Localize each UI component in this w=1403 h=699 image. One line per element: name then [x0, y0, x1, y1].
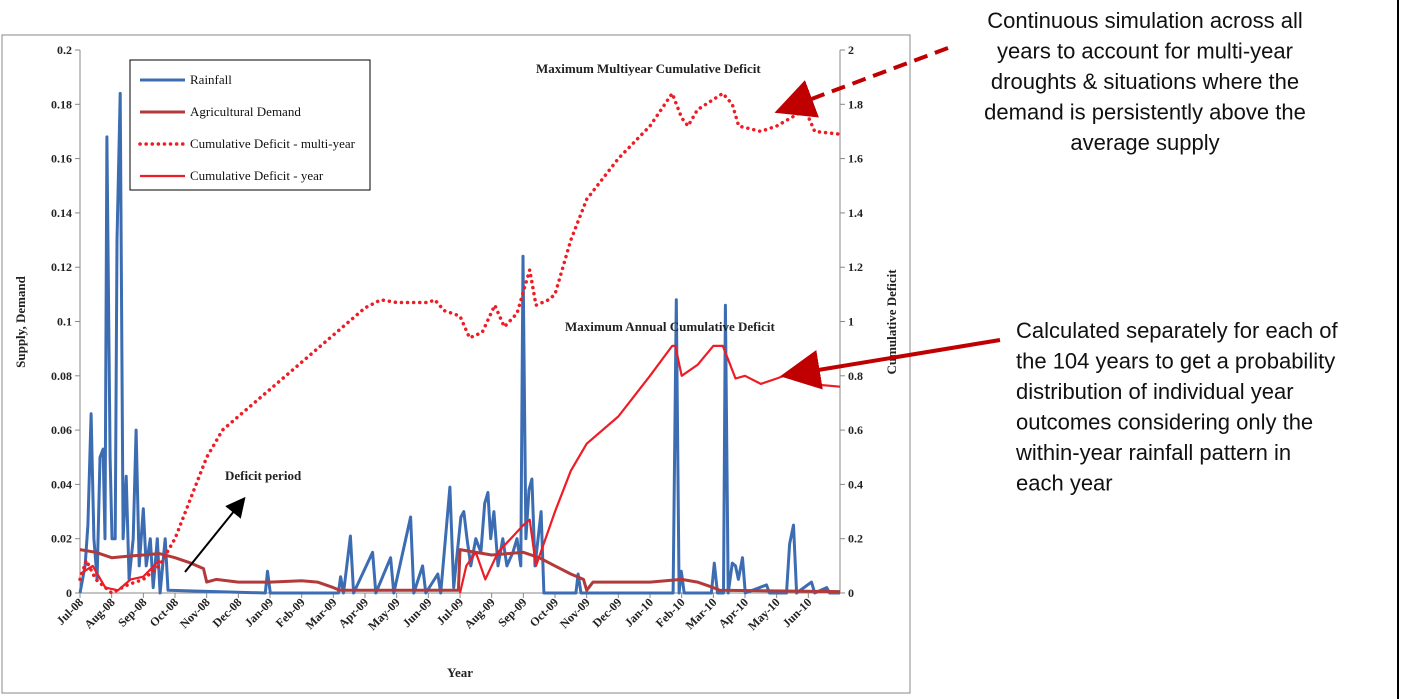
note-line: the 104 years to get a probability — [1016, 349, 1335, 374]
annotation: Deficit period — [225, 468, 302, 483]
y-tick-label: 0.18 — [51, 97, 72, 111]
note-line: droughts & situations where the — [991, 69, 1299, 94]
y-axis-title: Supply, Demand — [13, 275, 28, 368]
legend-label: Agricultural Demand — [190, 104, 301, 119]
note-line: years to account for multi-year — [997, 39, 1293, 64]
y-tick-label: 0.16 — [51, 152, 72, 166]
legend-label: Cumulative Deficit - year — [190, 168, 324, 183]
y-tick-label: 0.08 — [51, 369, 72, 383]
note-line: within-year rainfall pattern in — [1015, 440, 1291, 465]
series-line — [78, 89, 842, 596]
series-line — [79, 344, 841, 594]
y-tick-label: 0.04 — [51, 477, 72, 491]
note-line: outcomes considering only the — [1016, 410, 1313, 435]
y2-tick-label: 0.6 — [848, 423, 863, 437]
y2-tick-label: 1 — [848, 315, 854, 329]
y-tick-label: 0.14 — [51, 206, 72, 220]
y2-axis-title: Cumulative Deficit — [884, 269, 899, 375]
note-arrow — [774, 46, 949, 118]
annotation-arrow — [184, 496, 246, 573]
y2-tick-label: 0.4 — [848, 477, 863, 491]
annotation: Maximum Annual Cumulative Deficit — [565, 319, 775, 334]
legend-label: Rainfall — [190, 72, 232, 87]
y2-tick-label: 0.2 — [848, 532, 863, 546]
note-line: each year — [1016, 471, 1113, 496]
legend-box — [129, 59, 371, 191]
y2-tick-label: 0 — [848, 586, 854, 600]
y-tick-label: 0.02 — [51, 532, 72, 546]
y2-tick-label: 1.6 — [848, 152, 863, 166]
y2-tick-label: 1.8 — [848, 97, 863, 111]
annotation: Maximum Multiyear Cumulative Deficit — [536, 61, 761, 76]
legend: Rainfall Agricultural Demand Cumulative De… — [138, 72, 356, 183]
legend-label: Cumulative Deficit - multi-year — [190, 136, 356, 151]
note-line: demand is persistently above the — [984, 100, 1306, 125]
y-tick-label: 0.06 — [51, 423, 72, 437]
y-tick-label: 0.2 — [57, 43, 72, 57]
y2-tick-label: 0.8 — [848, 369, 863, 383]
note-line: average supply — [1070, 130, 1219, 155]
y-tick-label: 0 — [66, 586, 72, 600]
x-axis-title: Year — [447, 665, 473, 680]
y2-tick-label: 1.4 — [848, 206, 863, 220]
y2-tick-label: 2 — [848, 43, 854, 57]
note-arrow — [780, 338, 1001, 390]
notes: Continuous simulation across all years to… — [984, 8, 1338, 496]
y-tick-label: 0.12 — [51, 260, 72, 274]
note-line: Calculated separately for each of — [1016, 318, 1339, 343]
note-line: distribution of individual year — [1016, 379, 1294, 404]
y-tick-label: 0.1 — [57, 315, 72, 329]
note-line: Continuous simulation across all — [987, 8, 1303, 33]
y2-tick-label: 1.2 — [848, 260, 863, 274]
